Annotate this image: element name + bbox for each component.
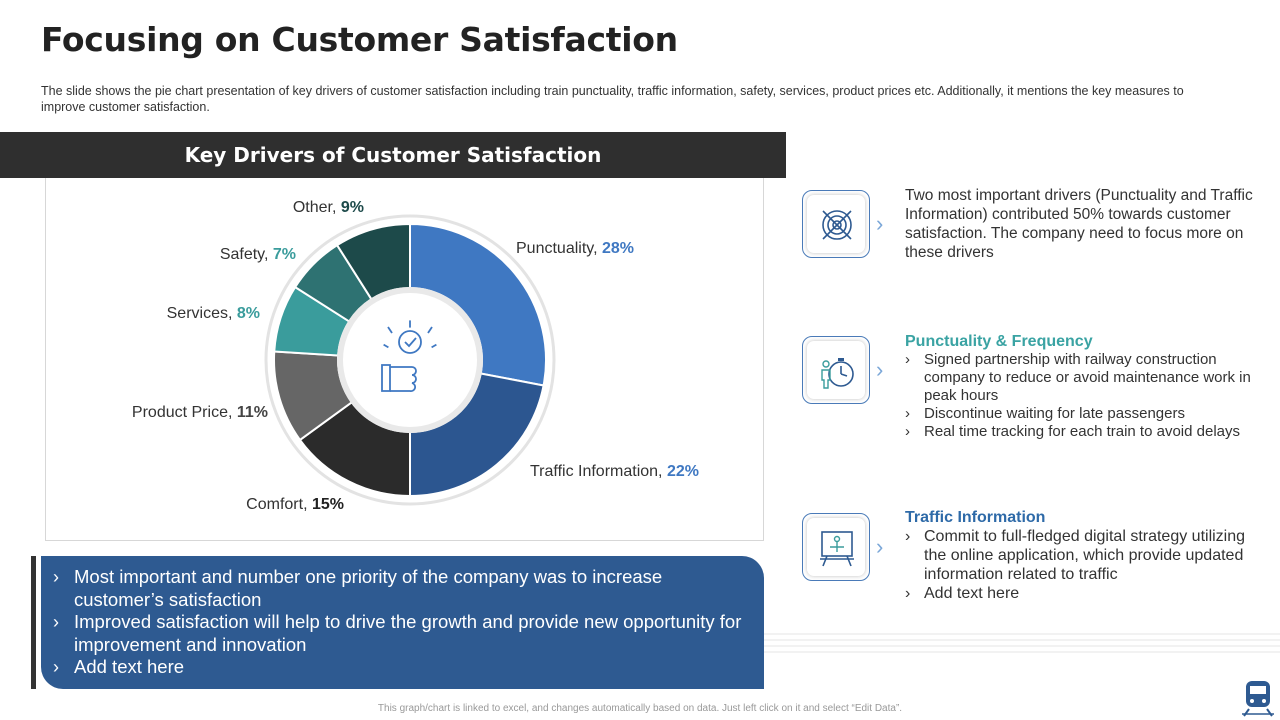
punctuality-bullet: Discontinue waiting for late passengers bbox=[905, 405, 1265, 423]
decorative-lines bbox=[764, 633, 1280, 653]
summary-bullet: Improved satisfaction will help to drive… bbox=[53, 611, 750, 656]
traffic-heading: Traffic Information bbox=[905, 509, 1046, 526]
footer-note: This graph/chart is linked to excel, and… bbox=[377, 703, 903, 714]
slice-category-label: Comfort, bbox=[246, 496, 312, 513]
stopwatch-person-icon bbox=[821, 358, 854, 389]
bottom-box-accent bbox=[31, 556, 36, 689]
slice-label: Product Price, 11% bbox=[132, 404, 268, 421]
slice-category-label: Traffic Information, bbox=[530, 463, 667, 480]
stopwatch-icon-box bbox=[802, 336, 870, 404]
slice-label: Services, 8% bbox=[167, 305, 260, 322]
punctuality-section: Punctuality & Frequency Signed partnersh… bbox=[905, 333, 1265, 441]
slice-category-label: Punctuality, bbox=[516, 240, 602, 257]
driver-summary-text: Two most important drivers (Punctuality … bbox=[905, 187, 1253, 261]
traffic-bullet: Add text here bbox=[905, 584, 1265, 603]
presentation-board-icon bbox=[820, 531, 854, 567]
slice-value-label: 22% bbox=[667, 463, 699, 480]
traffic-section: Traffic Information Commit to full-fledg… bbox=[905, 509, 1265, 603]
donut-center bbox=[337, 287, 483, 433]
slice-label: Punctuality, 28% bbox=[516, 240, 634, 257]
chart-banner: Key Drivers of Customer Satisfaction bbox=[0, 132, 786, 178]
board-icon-box bbox=[802, 513, 870, 581]
traffic-bullet: Commit to full-fledged digital strategy … bbox=[905, 527, 1265, 584]
slice-value-label: 8% bbox=[237, 305, 260, 322]
thumbs-up-check-icon bbox=[381, 320, 437, 392]
slice-value-label: 15% bbox=[312, 496, 344, 513]
slice-label: Safety, 7% bbox=[220, 246, 296, 263]
slice-category-label: Product Price, bbox=[132, 404, 237, 421]
slice-value-label: 11% bbox=[237, 404, 268, 421]
summary-bullet: Most important and number one priority o… bbox=[53, 566, 750, 611]
target-icon-box bbox=[802, 190, 870, 258]
punctuality-heading: Punctuality & Frequency bbox=[905, 333, 1093, 350]
slice-category-label: Safety, bbox=[220, 246, 273, 263]
slice-label: Traffic Information, 22% bbox=[530, 463, 699, 480]
target-icon bbox=[822, 210, 852, 240]
chevron-right-icon: › bbox=[876, 534, 884, 559]
slice-label: Other, 9% bbox=[293, 199, 364, 216]
slice-label: Comfort, 15% bbox=[246, 496, 344, 513]
page-subtitle: The slide shows the pie chart presentati… bbox=[41, 84, 1184, 114]
slice-value-label: 28% bbox=[602, 240, 634, 257]
punctuality-bullet: Real time tracking for each train to avo… bbox=[905, 423, 1265, 441]
chevron-right-icon: › bbox=[876, 357, 884, 382]
slice-category-label: Services, bbox=[167, 305, 237, 322]
chart-panel: Punctuality, 28% Traffic Information, 22%… bbox=[45, 178, 764, 541]
slice-value-label: 9% bbox=[341, 199, 364, 216]
bottom-summary-box: Most important and number one priority o… bbox=[41, 556, 764, 689]
slice-category-label: Other, bbox=[293, 199, 341, 216]
summary-bullet: Add text here bbox=[53, 656, 750, 679]
punctuality-bullet: Signed partnership with railway construc… bbox=[905, 351, 1265, 405]
slice-value-label: 7% bbox=[273, 246, 296, 263]
donut-chart[interactable]: Punctuality, 28% Traffic Information, 22%… bbox=[46, 178, 765, 541]
train-logo-icon bbox=[1242, 681, 1274, 717]
chevron-right-icon: › bbox=[876, 211, 884, 236]
page-title: Focusing on Customer Satisfaction bbox=[41, 20, 678, 59]
